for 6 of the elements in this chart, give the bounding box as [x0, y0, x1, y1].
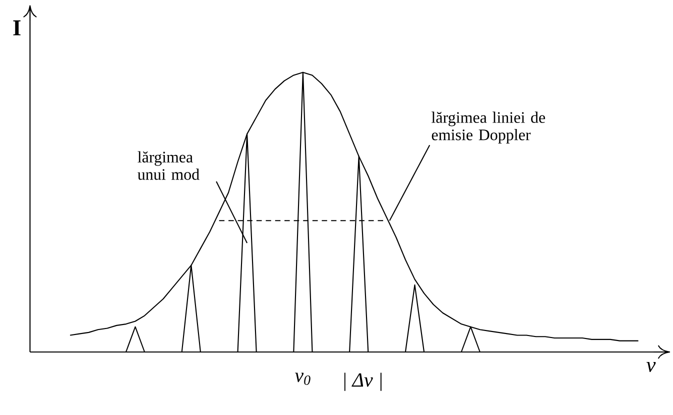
x-axis-title: ν	[646, 362, 656, 372]
y-axis-title: I	[13, 20, 21, 36]
text: ν$_{0}$	[294, 372, 310, 385]
annotation: lărgimea unui mod	[138, 151, 200, 180]
text: | Δν |	[344, 372, 382, 391]
annotation: lărgimea liniei de emisie Doppler	[432, 112, 546, 144]
